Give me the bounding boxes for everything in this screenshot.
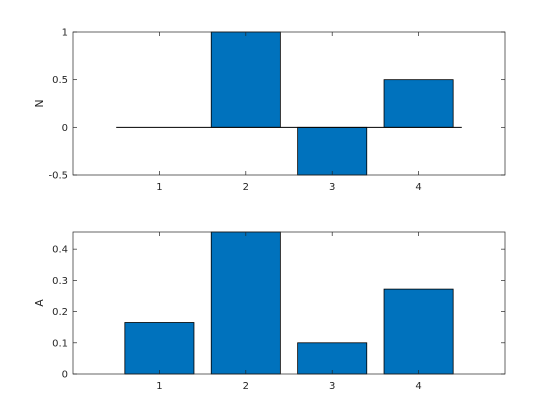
y-axis-label: A bbox=[33, 299, 46, 307]
bar-4 bbox=[383, 79, 454, 128]
x-tick-label: 1 bbox=[156, 381, 162, 392]
y-tick-label: -0.5 bbox=[48, 171, 68, 182]
y-tick-label: 0.4 bbox=[52, 245, 68, 256]
chart-panel-1: 1 2 3 4 -0.5 0 0.5 1 N bbox=[33, 28, 506, 193]
x-tick-label: 4 bbox=[415, 182, 421, 193]
x-tick-label: 2 bbox=[243, 182, 249, 193]
y-tick-label: 0.5 bbox=[52, 75, 68, 86]
bar-1 bbox=[124, 322, 195, 375]
axes-box bbox=[72, 31, 506, 176]
bar-2 bbox=[210, 31, 281, 128]
y-tick-label: 0 bbox=[62, 370, 68, 381]
y-axis-label: N bbox=[33, 99, 46, 107]
y-tick-label: 0.2 bbox=[52, 307, 68, 318]
y-tick-label: 0.1 bbox=[52, 338, 68, 349]
x-tick-label: 4 bbox=[415, 381, 421, 392]
bar-2 bbox=[210, 231, 281, 375]
x-tick-label: 2 bbox=[243, 381, 249, 392]
axes-box bbox=[72, 231, 506, 375]
y-tick-label: 1 bbox=[62, 28, 68, 39]
bar-3 bbox=[297, 342, 368, 375]
bar-4 bbox=[383, 288, 454, 375]
chart-panel-2: 1 2 3 4 0 0.1 0.2 0.3 0.4 A bbox=[33, 231, 506, 392]
y-tick-label: 0.3 bbox=[52, 276, 68, 287]
bar-3 bbox=[297, 126, 368, 176]
x-tick-label: 3 bbox=[329, 182, 335, 193]
x-tick-label: 3 bbox=[329, 381, 335, 392]
x-tick-label: 1 bbox=[156, 182, 162, 193]
y-tick-label: 0 bbox=[62, 123, 68, 134]
